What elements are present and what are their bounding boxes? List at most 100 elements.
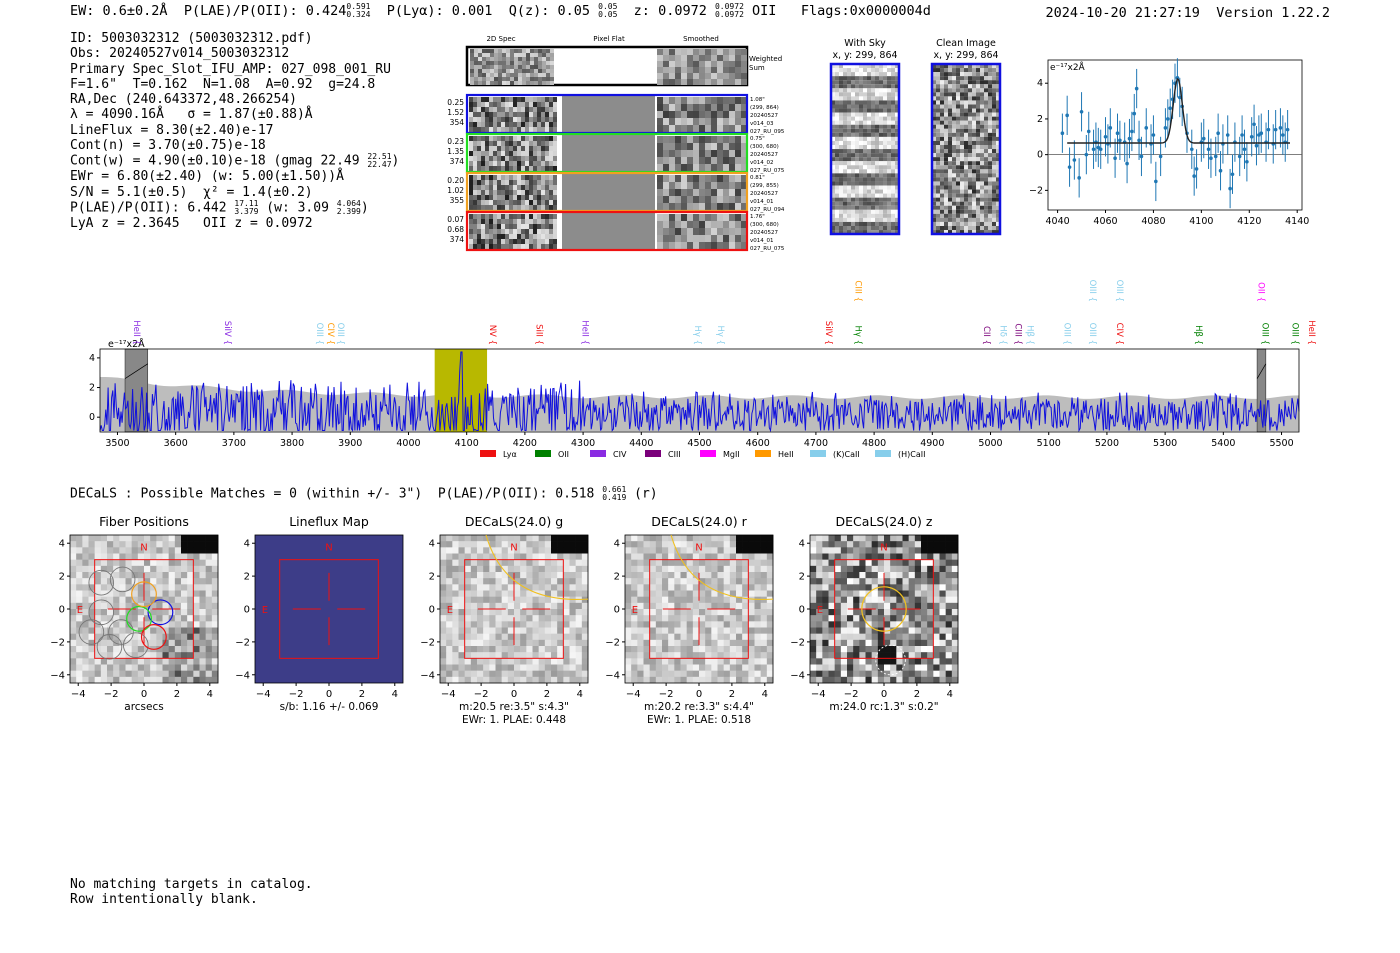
image-pixel — [736, 652, 743, 659]
image-pixel — [871, 676, 879, 684]
image-pixel — [871, 670, 879, 678]
image-pixel — [668, 590, 675, 597]
image-pixel — [477, 578, 484, 585]
image-pixel — [847, 652, 854, 659]
image-pixel — [520, 596, 527, 604]
image-pixel — [692, 584, 700, 591]
image-pixel — [840, 535, 848, 542]
image-pixel — [501, 670, 509, 678]
image-pixel — [205, 652, 213, 659]
panel-title: DECaLS(24.0) z — [836, 514, 933, 529]
image-pixel — [914, 639, 922, 647]
image-pixel — [699, 572, 706, 579]
image-pixel — [662, 652, 669, 659]
image-pixel — [847, 553, 854, 560]
image-pixel — [551, 547, 558, 554]
image-pixel — [199, 590, 206, 597]
image-pixel — [440, 559, 447, 567]
image-pixel — [834, 596, 842, 604]
image-pixel — [951, 676, 959, 684]
image-pixel — [569, 535, 576, 542]
image-pixel — [655, 584, 663, 591]
weighted-sum-label: Weighted — [749, 55, 782, 63]
image-pixel — [927, 633, 934, 641]
image-pixel — [181, 627, 188, 634]
image-pixel — [847, 535, 854, 542]
image-pixel — [82, 621, 89, 628]
image-pixel — [865, 565, 872, 573]
image-pixel — [896, 609, 903, 616]
image-pixel — [840, 565, 848, 573]
image-pixel — [470, 639, 478, 647]
image-pixel — [193, 664, 200, 671]
image-pixel — [655, 658, 663, 665]
image-pixel — [119, 541, 126, 548]
image-pixel — [489, 578, 496, 585]
image-pixel — [563, 615, 570, 622]
image-pixel — [686, 547, 694, 554]
image-pixel — [569, 572, 576, 579]
image-pixel — [563, 609, 570, 616]
image-pixel — [655, 602, 663, 610]
image-pixel — [156, 559, 163, 567]
image-pixel — [927, 565, 934, 573]
image-pixel — [162, 590, 169, 597]
image-pixel — [113, 559, 120, 567]
image-pixel — [76, 559, 83, 567]
image-pixel — [563, 547, 570, 554]
image-pixel — [569, 602, 576, 610]
image-pixel — [748, 652, 755, 659]
legend-label: (K)CaII — [833, 450, 860, 459]
image-pixel — [816, 652, 823, 659]
image-pixel — [853, 578, 860, 585]
image-pixel — [760, 602, 768, 610]
image-pixel — [100, 565, 108, 573]
image-pixel — [70, 670, 77, 678]
image-pixel — [538, 565, 546, 573]
image-pixel — [113, 664, 120, 671]
image-pixel — [896, 572, 903, 579]
image-pixel — [939, 590, 946, 597]
image-pixel — [156, 553, 163, 560]
image-pixel — [859, 676, 866, 684]
image-pixel — [662, 541, 669, 548]
image-pixel — [94, 578, 102, 585]
image-pixel — [119, 590, 126, 597]
image-pixel — [70, 609, 77, 616]
image-pixel — [877, 565, 885, 573]
image-pixel — [834, 535, 842, 542]
image-pixel — [822, 547, 829, 554]
image-pixel — [847, 559, 854, 567]
image-pixel — [174, 652, 182, 659]
image-pixel — [569, 578, 576, 585]
image-pixel — [483, 541, 490, 548]
image-pixel — [674, 621, 681, 628]
image-pixel — [692, 639, 700, 647]
image-pixel — [526, 602, 533, 610]
image-pixel — [131, 658, 139, 665]
image-pixel — [748, 602, 755, 610]
image-pixel — [446, 646, 453, 653]
image-pixel — [470, 627, 478, 634]
y-tick-label: 2 — [59, 572, 65, 583]
image-pixel — [137, 609, 145, 616]
image-pixel — [144, 565, 151, 573]
image-pixel — [563, 676, 570, 684]
image-pixel — [168, 615, 176, 622]
image-pixel — [711, 652, 718, 659]
image-pixel — [668, 621, 675, 628]
image-pixel — [526, 615, 533, 622]
image-pixel — [822, 572, 829, 579]
image-pixel — [840, 639, 848, 647]
y-tick-label: −2 — [605, 637, 620, 648]
image-pixel — [945, 578, 953, 585]
image-pixel — [705, 541, 712, 548]
image-pixel — [452, 578, 459, 585]
image-pixel — [662, 658, 669, 665]
image-pixel — [532, 664, 539, 671]
image-pixel — [847, 615, 854, 622]
image-pixel — [822, 652, 829, 659]
image-pixel — [174, 621, 182, 628]
image-pixel — [723, 590, 731, 597]
image-pixel — [557, 602, 564, 610]
